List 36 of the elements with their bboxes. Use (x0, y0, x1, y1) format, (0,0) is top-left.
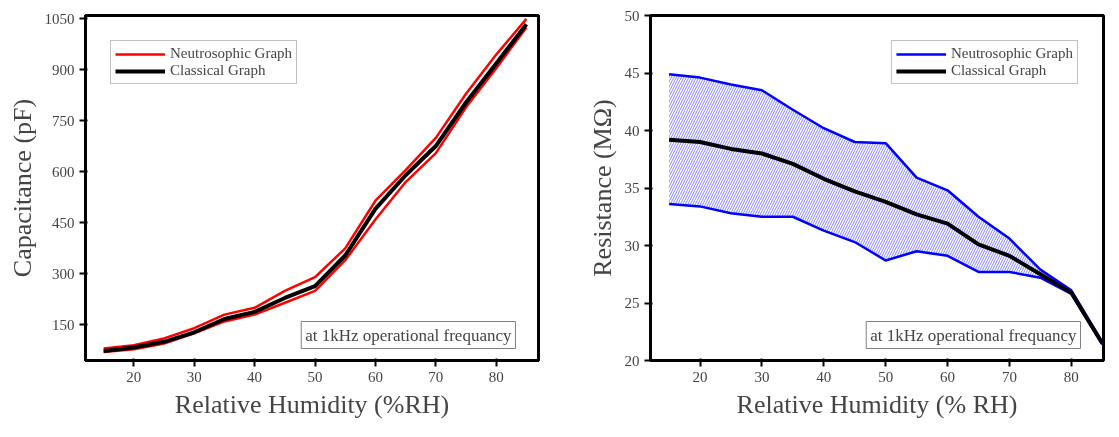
x-tick-label: 60 (940, 368, 956, 385)
x-tick-label: 60 (367, 368, 383, 385)
x-tick-label: 70 (1001, 368, 1017, 385)
x-axis-title: Relative Humidity (%RH) (174, 389, 450, 419)
x-tick-label: 30 (754, 368, 770, 385)
legend-label: Classical Graph (170, 62, 266, 79)
x-tick-label: 70 (428, 368, 444, 385)
x-tick-label: 30 (186, 368, 202, 385)
y-tick-label: 600 (52, 163, 75, 180)
x-tick-label: 40 (816, 368, 832, 385)
y-tick-label: 25 (624, 295, 640, 311)
x-axis-title: Relative Humidity (% RH) (736, 389, 1018, 419)
x-tick-label: 80 (1063, 368, 1079, 385)
legend-label: Neutrosophic Graph (170, 45, 293, 62)
y-tick-label: 450 (52, 214, 75, 231)
x-tick-label: 20 (692, 368, 708, 385)
y-tick-label: 35 (624, 180, 640, 196)
x-tick-label: 40 (247, 368, 263, 385)
y-tick-label: 30 (624, 237, 640, 254)
y-axis-title: Capacitance (pF) (7, 98, 37, 278)
x-tick-label: 50 (878, 368, 894, 385)
x-tick-label: 20 (126, 368, 142, 385)
y-tick-label: 45 (624, 65, 640, 81)
x-tick-label: 80 (488, 368, 504, 385)
y-tick-label: 1050 (44, 10, 75, 27)
y-tick-label: 150 (52, 316, 75, 333)
y-tick-label: 300 (52, 265, 75, 282)
annotation: at 1kHz operational frequancy (305, 325, 512, 345)
y-tick-label: 900 (52, 61, 75, 78)
y-axis-title: Resistance (MΩ) (587, 99, 617, 277)
legend-label: Neutrosophic Graph (950, 45, 1073, 62)
x-tick-label: 50 (307, 368, 323, 385)
y-tick-label: 40 (624, 122, 640, 139)
y-tick-label: 20 (624, 352, 640, 369)
y-tick-label: 750 (52, 112, 75, 129)
y-tick-label: 50 (624, 7, 640, 24)
